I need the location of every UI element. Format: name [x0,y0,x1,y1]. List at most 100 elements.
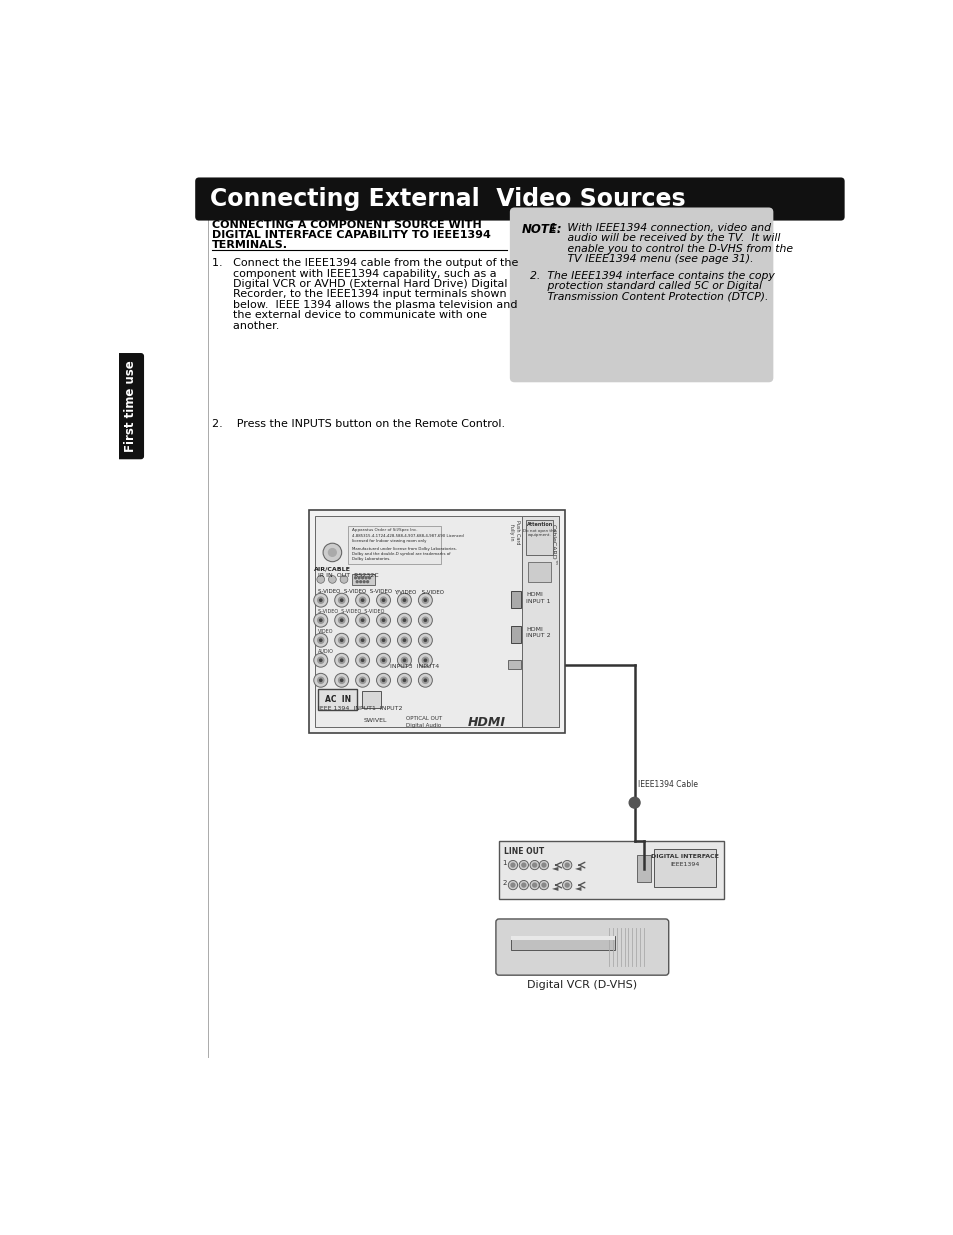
Circle shape [359,580,361,583]
Circle shape [317,637,323,643]
Text: AC  IN: AC IN [324,695,351,704]
Circle shape [376,673,390,687]
Text: Dolby and the double-D symbol are trademarks of: Dolby and the double-D symbol are tradem… [352,552,450,557]
Bar [510,936,615,940]
Circle shape [401,597,407,603]
Text: Dolby Laboratories.: Dolby Laboratories. [352,557,390,561]
Circle shape [422,657,428,663]
Text: TV IEEE1394 menu (see page 31).: TV IEEE1394 menu (see page 31). [550,254,753,264]
Circle shape [382,659,384,662]
Circle shape [314,653,328,667]
Text: licensed for Indoor viewing room only: licensed for Indoor viewing room only [352,540,426,543]
Circle shape [314,614,328,627]
Text: Connecting External  Video Sources: Connecting External Video Sources [210,186,685,211]
Text: IEEE 1394  INPUT1  INPUT2: IEEE 1394 INPUT1 INPUT2 [318,706,402,711]
Circle shape [424,679,426,682]
Circle shape [323,543,341,562]
Bar [318,689,356,710]
Circle shape [418,634,432,647]
Text: LINE OUT: LINE OUT [503,846,543,856]
Circle shape [403,638,405,641]
Text: HDMI: HDMI [468,716,505,730]
Text: enable you to control the D-VHS from the: enable you to control the D-VHS from the [550,243,793,253]
Bar [352,574,375,585]
Circle shape [363,580,365,583]
Bar [528,562,550,582]
Circle shape [401,657,407,663]
Circle shape [380,637,386,643]
Circle shape [359,677,365,683]
Circle shape [380,597,386,603]
Text: S-VIDEO  S-VIDEO  S-VIDEO: S-VIDEO S-VIDEO S-VIDEO [318,609,384,615]
Circle shape [338,677,344,683]
Circle shape [355,634,369,647]
Circle shape [518,881,528,889]
Circle shape [538,881,548,889]
Text: IR IN  OUT  RS232C: IR IN OUT RS232C [318,573,378,578]
Text: ◄: ◄ [575,863,580,872]
Circle shape [565,883,569,887]
Circle shape [532,863,536,867]
Text: Manufactured under license from Dolby Laboratories.: Manufactured under license from Dolby La… [352,547,456,551]
Circle shape [508,861,517,869]
Circle shape [368,577,370,579]
Text: component with IEEE1394 capability, such as a: component with IEEE1394 capability, such… [212,269,497,279]
Circle shape [397,653,411,667]
Circle shape [340,659,342,662]
Bar [361,692,381,708]
Circle shape [424,599,426,601]
Circle shape [376,653,390,667]
Circle shape [422,597,428,603]
Circle shape [361,679,363,682]
Circle shape [397,634,411,647]
Circle shape [422,637,428,643]
Circle shape [380,677,386,683]
Circle shape [382,599,384,601]
Text: IEEE1394 Cable: IEEE1394 Cable [637,779,697,789]
Circle shape [403,659,405,662]
Circle shape [511,883,515,887]
Text: protection standard called 5C or Digital: protection standard called 5C or Digital [530,282,761,291]
Bar [510,592,521,608]
Circle shape [401,637,407,643]
Bar [637,855,650,882]
Text: 1.  With IEEE1394 connection, video and: 1. With IEEE1394 connection, video and [550,222,770,233]
Circle shape [382,619,384,621]
Text: Digital VCR (D-VHS): Digital VCR (D-VHS) [526,979,637,989]
Circle shape [361,659,363,662]
Circle shape [355,653,369,667]
Text: 2: 2 [501,879,506,885]
Bar [521,516,558,727]
Bar [348,526,440,564]
Circle shape [361,577,363,579]
Bar [510,936,615,950]
Circle shape [335,673,348,687]
Circle shape [340,679,342,682]
Text: ◄: ◄ [575,883,580,892]
Bar [510,626,521,642]
Circle shape [359,597,365,603]
Circle shape [562,881,571,889]
Text: CONNECTING A COMPONENT SOURCE WITH: CONNECTING A COMPONENT SOURCE WITH [212,220,481,230]
Circle shape [359,618,365,624]
Circle shape [328,548,335,556]
Circle shape [317,657,323,663]
Text: Push Card
fully in: Push Card fully in [509,520,519,545]
Circle shape [562,861,571,869]
Circle shape [361,638,363,641]
Circle shape [338,597,344,603]
Text: Apparatus Order of Sil/Spec Inc.: Apparatus Order of Sil/Spec Inc. [352,527,416,532]
Circle shape [521,883,525,887]
Text: below.  IEEE 1394 allows the plasma television and: below. IEEE 1394 allows the plasma telev… [212,300,517,310]
Bar [315,516,558,727]
Circle shape [565,863,569,867]
Text: AIR/CABLE: AIR/CABLE [314,567,351,572]
Text: IEEE1394: IEEE1394 [670,862,699,867]
Circle shape [340,638,342,641]
Text: DIGITAL INTERFACE: DIGITAL INTERFACE [650,855,719,860]
Circle shape [355,673,369,687]
Circle shape [376,614,390,627]
Text: the external device to communicate with one: the external device to communicate with … [212,310,487,320]
Circle shape [319,659,321,662]
Circle shape [521,863,525,867]
